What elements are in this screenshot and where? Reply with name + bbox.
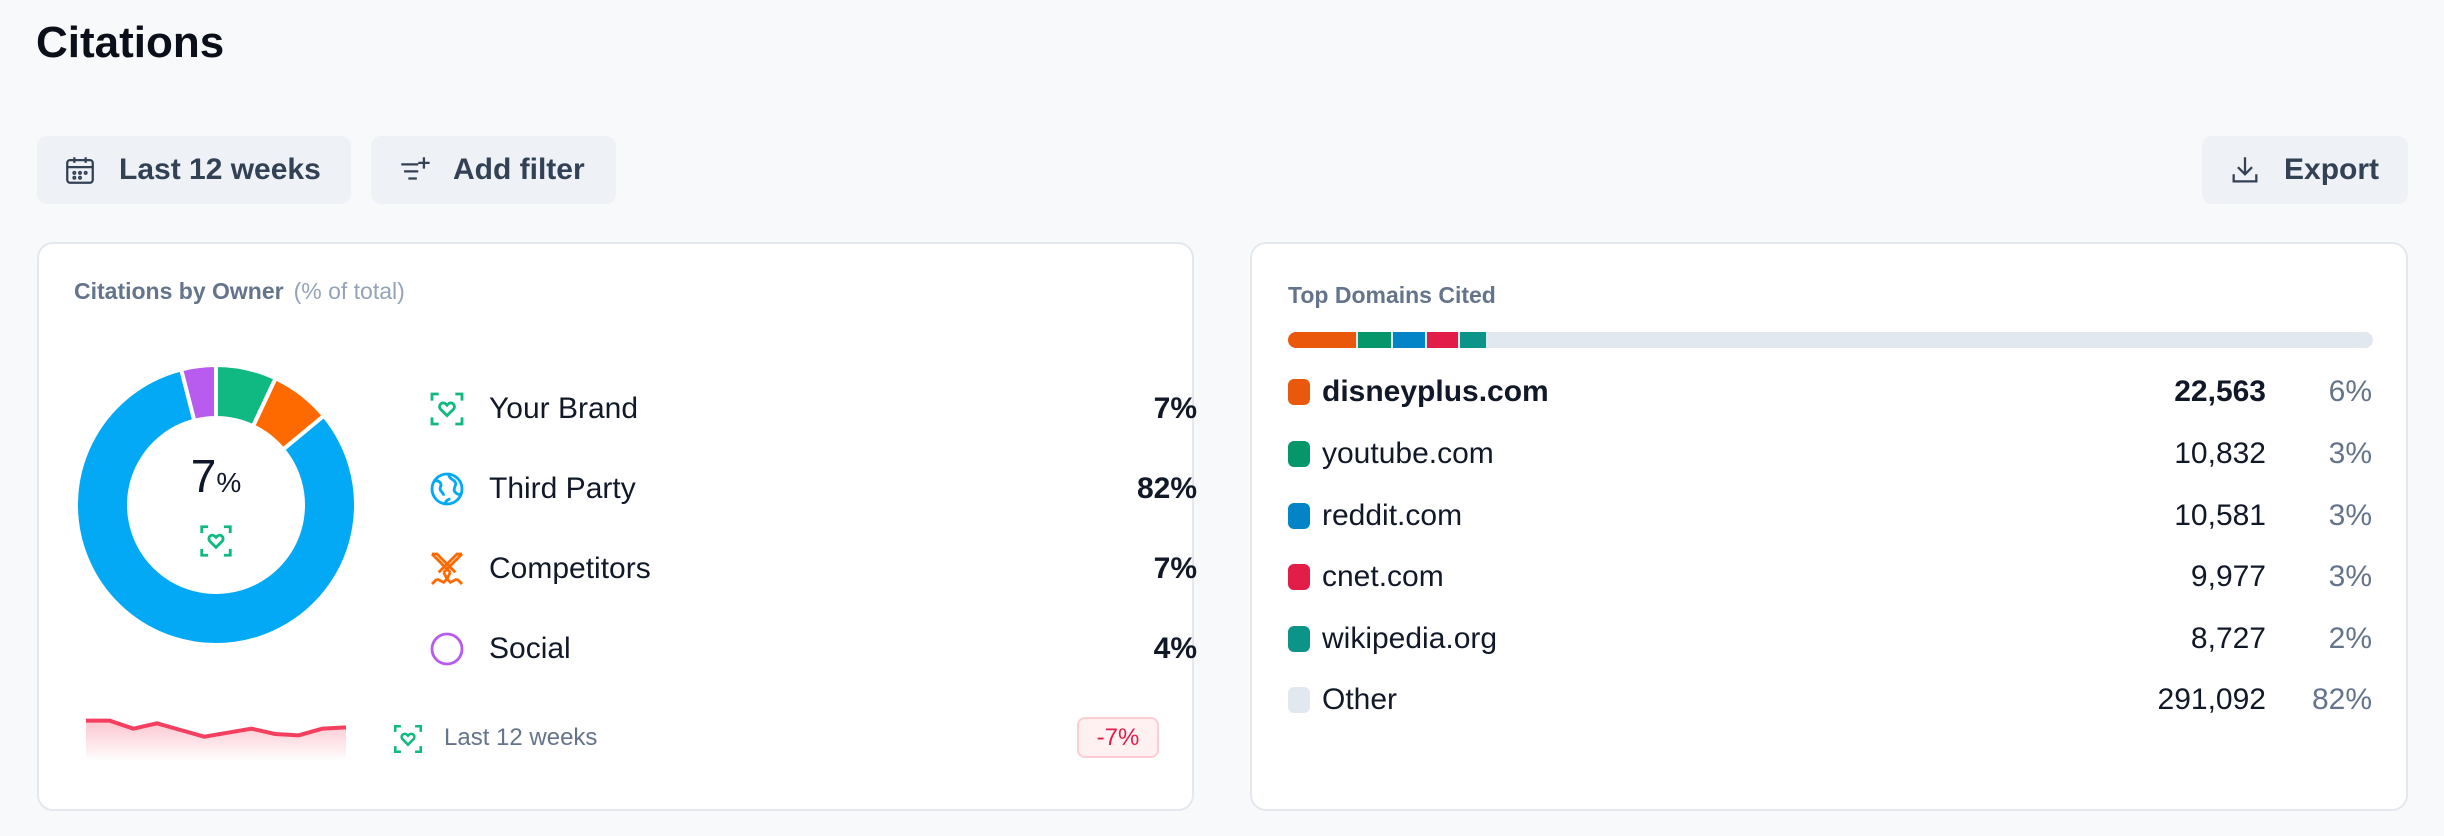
domain-count: 10,832 (2174, 437, 2266, 470)
card-title: Citations by Owner (% of total) (74, 278, 405, 305)
domain-name: disneyplus.com (1322, 375, 1549, 408)
domain-row[interactable]: youtube.com 10,832 3% (1288, 432, 2372, 476)
legend-value: 7% (1153, 392, 1197, 425)
download-icon (2232, 157, 2258, 183)
export-label: Export (2284, 153, 2380, 186)
donut-slice-social[interactable] (178, 363, 218, 424)
trend-sparkline (86, 718, 346, 762)
legend-label: Third Party (489, 472, 636, 505)
domain-name: Other (1322, 683, 1398, 716)
center-unit: % (216, 467, 242, 498)
domain-name: youtube.com (1322, 437, 1494, 470)
legend-item: Third Party 82% (427, 464, 1197, 514)
brand-heart-icon (200, 525, 232, 557)
domain-row[interactable]: reddit.com 10,581 3% (1288, 494, 2372, 538)
domain-percent: 3% (2328, 560, 2372, 593)
top-domains-card: Top Domains Cited disneyplus.com 22,563 6%… (1250, 242, 2408, 811)
card-title-text: Citations by Owner (74, 278, 284, 304)
legend-value: 82% (1136, 472, 1197, 505)
crossed-swords-icon (430, 552, 464, 586)
sparkline-line (86, 718, 346, 739)
color-swatch (1288, 626, 1310, 652)
card-subtitle: (% of total) (293, 278, 405, 304)
filter-add-icon (401, 157, 430, 180)
domain-count: 9,977 (2190, 560, 2266, 593)
legend-item: Competitors 7% (427, 544, 1197, 594)
sparkline-area (86, 720, 346, 762)
date-range-label: Last 12 weeks (119, 153, 321, 186)
domain-count: 22,563 (2174, 375, 2266, 408)
bar-segment (1459, 332, 1486, 348)
add-filter-label: Add filter (453, 153, 585, 186)
trend-period-label: Last 12 weeks (444, 724, 598, 751)
legend-item: Social 4% (427, 624, 1197, 674)
donut-center-value: 7% (74, 449, 358, 503)
domain-row[interactable]: Other 291,092 82% (1288, 678, 2372, 722)
owner-donut-chart (74, 363, 358, 647)
brand-heart-icon (393, 724, 423, 754)
color-swatch (1288, 503, 1310, 529)
bar-segment (1358, 332, 1391, 348)
date-range-button[interactable]: Last 12 weeks (37, 136, 351, 204)
circle-icon (430, 632, 464, 666)
domain-count: 8,727 (2190, 622, 2266, 655)
center-number: 7 (190, 450, 217, 502)
add-filter-button[interactable]: Add filter (371, 136, 616, 204)
legend-label: Social (489, 632, 571, 665)
domain-row[interactable]: disneyplus.com 22,563 6% (1288, 370, 2372, 414)
color-swatch (1288, 441, 1310, 467)
donut-slice-third-party[interactable] (74, 366, 358, 647)
domain-percent: 2% (2328, 622, 2372, 655)
bar-segment (1427, 332, 1458, 348)
domain-name: reddit.com (1322, 499, 1463, 532)
brand-heart-icon (430, 392, 464, 426)
domain-count: 10,581 (2174, 499, 2266, 532)
domain-percent: 6% (2328, 375, 2372, 408)
export-button[interactable]: Export (2202, 136, 2408, 204)
card-title: Top Domains Cited (1288, 282, 1496, 308)
bar-segment (1392, 332, 1426, 348)
domain-name: wikipedia.org (1322, 622, 1498, 655)
trend-change-badge: -7% (1077, 717, 1159, 758)
legend-label: Competitors (489, 552, 651, 585)
domain-percent: 3% (2328, 437, 2372, 470)
calendar-icon (66, 157, 94, 184)
bar-segment (1288, 332, 1357, 348)
legend-value: 7% (1153, 552, 1197, 585)
color-swatch (1288, 687, 1310, 713)
domain-percent: 3% (2328, 499, 2372, 532)
citations-by-owner-card: Citations by Owner (% of total) 7% Your B… (37, 242, 1197, 811)
legend-item: Your Brand 7% (427, 384, 1197, 434)
domain-row[interactable]: wikipedia.org 8,727 2% (1288, 617, 2372, 661)
color-swatch (1288, 564, 1310, 590)
domains-stacked-bar (1288, 332, 2373, 348)
legend-value: 4% (1153, 632, 1197, 665)
domain-percent: 82% (2311, 683, 2372, 716)
globe-icon (430, 472, 464, 506)
color-swatch (1288, 379, 1310, 405)
domain-count: 291,092 (2157, 683, 2266, 716)
legend-label: Your Brand (489, 392, 639, 425)
page-title: Citations (36, 18, 225, 67)
domain-name: cnet.com (1322, 560, 1444, 593)
domain-row[interactable]: cnet.com 9,977 3% (1288, 555, 2372, 599)
